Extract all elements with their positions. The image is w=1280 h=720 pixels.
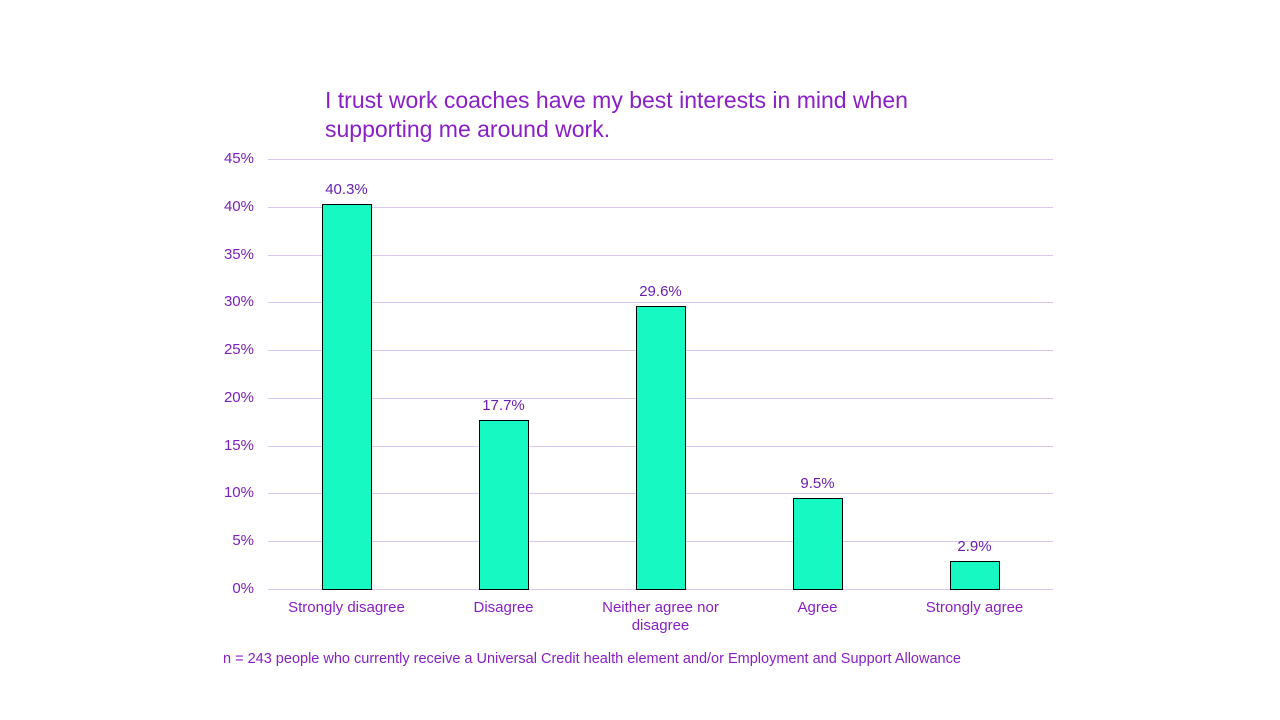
y-tick-label: 30% xyxy=(223,293,254,311)
x-category-label: Disagree xyxy=(473,599,534,616)
x-category-label: Agree xyxy=(797,599,838,616)
chart-title-line1: I trust work coaches have my best intere… xyxy=(325,87,908,113)
chart-title-line2: supporting me around work. xyxy=(325,116,611,142)
y-tick-label: 10% xyxy=(223,484,254,502)
plot-area: 40.3% 17.7% 29.6% 9.5% 2.9% xyxy=(268,159,1053,590)
bar xyxy=(478,419,529,590)
y-tick-label: 40% xyxy=(223,197,254,215)
bar xyxy=(949,561,1000,590)
gridline xyxy=(268,206,1053,208)
y-tick-label: 45% xyxy=(223,150,254,167)
data-label: 29.6% xyxy=(639,283,682,301)
y-tick-label: 20% xyxy=(223,388,254,406)
sample-size-note: n = 243 people who currently receive a U… xyxy=(223,651,961,667)
x-category-label: Strongly disagree xyxy=(288,599,405,616)
x-category-label: Neither agree nor disagree xyxy=(602,599,719,634)
data-label: 2.9% xyxy=(957,538,992,556)
data-label: 17.7% xyxy=(482,396,525,414)
bar xyxy=(792,498,843,590)
y-tick-label: 25% xyxy=(223,341,254,359)
y-tick-label: 35% xyxy=(223,245,254,263)
y-tick-label: 0% xyxy=(232,580,254,597)
gridline xyxy=(268,159,1053,160)
gridline xyxy=(268,254,1053,256)
bar xyxy=(321,203,372,590)
y-tick-label: 15% xyxy=(223,436,254,454)
gridline xyxy=(268,302,1053,304)
x-category-label: Strongly agree xyxy=(925,599,1024,616)
data-label: 9.5% xyxy=(800,475,835,493)
chart-title: I trust work coaches have my best intere… xyxy=(325,86,985,144)
y-tick-label: 5% xyxy=(232,532,254,550)
data-label: 40.3% xyxy=(325,180,368,198)
bar xyxy=(635,306,686,590)
